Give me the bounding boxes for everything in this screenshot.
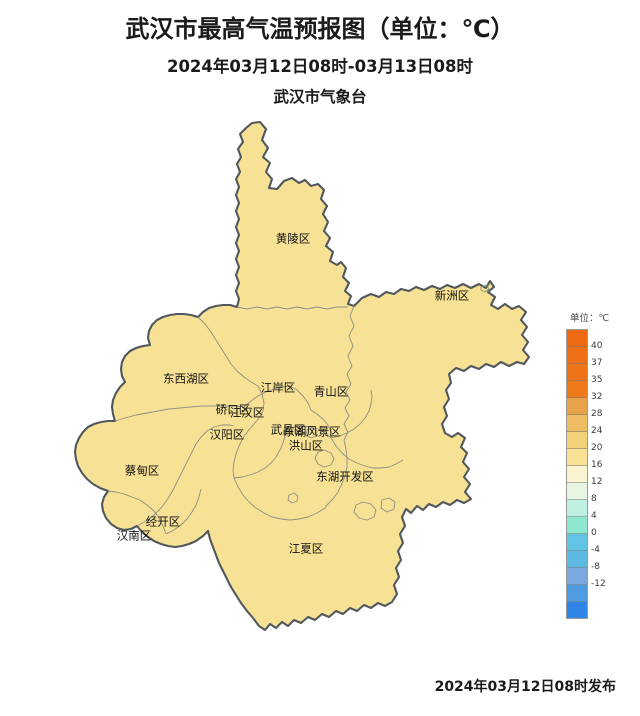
colorbar-swatch [567,602,587,618]
district-label: 新洲区 [435,289,470,303]
district-label: 东湖开发区 [316,470,374,484]
legend-body: 40 37 35 32 28 24 20 16 12 8 4 0 -4 -8 -12 [560,329,636,619]
colorbar-tick: 0 [591,528,597,539]
colorbar-swatch [567,534,587,551]
temperature-colorbar-legend: 单位：℃ 40 37 35 32 28 24 20 16 12 8 4 0 -4 -8 -12 [560,310,636,619]
district-label: 汉南区 [117,529,152,543]
wuhan-boundary [73,120,531,632]
district-label: 江岸区 [261,381,296,395]
colorbar-tick: -8 [591,562,600,573]
colorbar-swatch [567,364,587,381]
district-label: 青山区 [314,385,349,399]
district-label: 硚口区 [216,403,251,417]
district-label: 洪山区 [289,439,324,453]
colorbar-tick: 40 [591,340,603,351]
colorbar-swatch [567,568,587,585]
district-boundaries [107,284,490,535]
colorbar-tick: 32 [591,391,603,402]
colorbar-swatch [567,466,587,483]
colorbar-tick-labels: 40 37 35 32 28 24 20 16 12 8 4 0 -4 -8 -12 [591,329,633,619]
colorbar-tick: 24 [591,425,603,436]
colorbar-swatch [567,483,587,500]
colorbar-tick: 16 [591,459,603,470]
colorbar-tick: 20 [591,442,603,453]
forecast-period: 2024年03月12日08时-03月13日08时 [166,56,474,76]
district-label: 江汉区 [230,406,265,420]
colorbar-tick: 8 [591,494,597,505]
chart-header: 武汉市最高气温预报图（单位：℃） 2024年03月12日08时-03月13日08… [0,0,640,107]
colorbar-tick: 12 [591,477,603,488]
district-label: 经开区 [146,515,181,529]
colorbar-swatch [567,500,587,517]
release-timestamp: 2024年03月12日08时发布 [434,679,616,695]
colorbar-tick: -4 [591,545,600,556]
district-label: 江夏区 [289,542,324,556]
page-title: 武汉市最高气温预报图（单位：℃） [125,15,515,43]
colorbar-swatch [567,347,587,364]
colorbar-tick: 4 [591,511,597,522]
issuing-authority: 武汉市气象台 [273,87,367,106]
colorbar [566,329,588,619]
colorbar-tick: 35 [591,374,603,385]
colorbar-tick: -12 [591,579,606,590]
colorbar-swatch [567,398,587,415]
colorbar-swatch [567,415,587,432]
district-label: 武昌区 [271,423,306,437]
district-label: 东湖风景区 [283,425,341,439]
district-label: 蔡甸区 [125,464,160,478]
colorbar-tick: 28 [591,408,603,419]
colorbar-swatch [567,517,587,534]
district-label: 东西湖区 [163,372,209,386]
colorbar-swatch [567,449,587,466]
colorbar-swatch [567,330,587,347]
colorbar-tick: 37 [591,357,603,368]
colorbar-swatch [567,585,587,602]
colorbar-swatch [567,432,587,449]
district-label: 汉阳区 [210,428,245,442]
colorbar-swatch [567,381,587,398]
colorbar-swatch [567,551,587,568]
district-label: 黄陵区 [276,232,311,246]
legend-unit-label: 单位：℃ [570,313,610,324]
